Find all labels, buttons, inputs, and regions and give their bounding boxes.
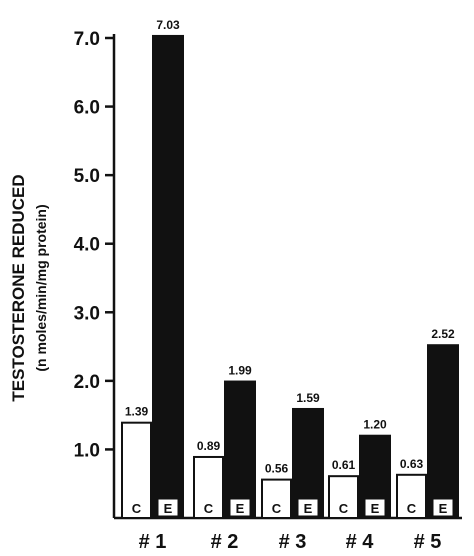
bar-group: 0.61 1.20 C E <box>328 418 391 520</box>
bar-groups: 1.39 7.03 C E 0.89 1.99 C E 0.56 1.59 C E 0.61 1.20 C E… <box>121 18 459 520</box>
category-label: # 1 <box>139 531 167 553</box>
bar-letter-experimental: E <box>164 501 173 516</box>
data-label-experimental: 2.52 <box>431 327 455 341</box>
y-axis-label-line1: TESTOSTERONE REDUCED <box>9 174 28 401</box>
category-label: # 3 <box>279 531 307 553</box>
data-label-control: 0.56 <box>265 462 289 476</box>
category-labels: # 1 # 2 # 3 # 4 # 5 <box>139 531 442 553</box>
bar-experimental <box>152 34 184 519</box>
y-tick-label: 2.0 <box>74 372 100 393</box>
bar-control <box>396 473 427 519</box>
y-tick-label: 3.0 <box>74 303 100 324</box>
data-label-experimental: 7.03 <box>156 18 180 32</box>
data-label-control: 0.61 <box>332 458 356 472</box>
bar-letter-box <box>364 498 386 517</box>
bar-letter-control: C <box>272 501 282 516</box>
bar-letter-control: C <box>204 501 214 516</box>
data-label-control: 0.63 <box>400 457 424 471</box>
data-label-experimental: 1.99 <box>228 364 252 378</box>
y-axis-ticks: 1.0 2.0 3.0 4.0 5.0 6.0 7.0 <box>74 29 114 461</box>
y-tick-label: 7.0 <box>74 29 100 50</box>
bar-letter-box <box>432 498 454 517</box>
y-axis-label-line2: (n moles/min/mg protein) <box>33 204 49 371</box>
data-label-control: 1.39 <box>125 405 149 419</box>
bar-control <box>193 455 224 520</box>
y-tick-label: 5.0 <box>74 166 100 187</box>
bar-group: 0.63 2.52 C E <box>396 327 459 520</box>
bar-letter-box <box>229 498 251 517</box>
data-label-experimental: 1.59 <box>296 391 320 405</box>
bar-experimental <box>427 344 459 520</box>
bar-letter-control: C <box>132 501 142 516</box>
bar-control <box>261 478 292 520</box>
y-tick-label: 4.0 <box>74 235 100 256</box>
bar-letter-experimental: E <box>236 501 245 516</box>
bar-letter-box <box>297 498 319 517</box>
data-label-experimental: 1.20 <box>363 418 387 432</box>
bar-letter-box <box>157 498 179 517</box>
bar-group: 0.56 1.59 C E <box>261 391 324 520</box>
y-tick-label: 1.0 <box>74 440 100 461</box>
bar-control <box>328 475 359 519</box>
bar-experimental <box>224 380 256 519</box>
category-label: # 4 <box>346 531 375 553</box>
category-label: # 2 <box>211 531 239 553</box>
bar-letter-experimental: E <box>304 501 313 516</box>
y-tick-label: 6.0 <box>74 98 100 119</box>
bar-letter-control: C <box>407 501 417 516</box>
bar-letter-experimental: E <box>371 501 380 516</box>
bar-control <box>121 421 152 519</box>
bar-group: 1.39 7.03 C E <box>121 18 184 519</box>
bar-letter-control: C <box>339 501 349 516</box>
category-label: # 5 <box>414 531 442 553</box>
data-label-control: 0.89 <box>197 439 221 453</box>
y-axis-label: TESTOSTERONE REDUCED (n moles/min/mg pro… <box>9 174 49 401</box>
bar-letter-experimental: E <box>439 501 448 516</box>
bar-group: 0.89 1.99 C E <box>193 364 256 520</box>
